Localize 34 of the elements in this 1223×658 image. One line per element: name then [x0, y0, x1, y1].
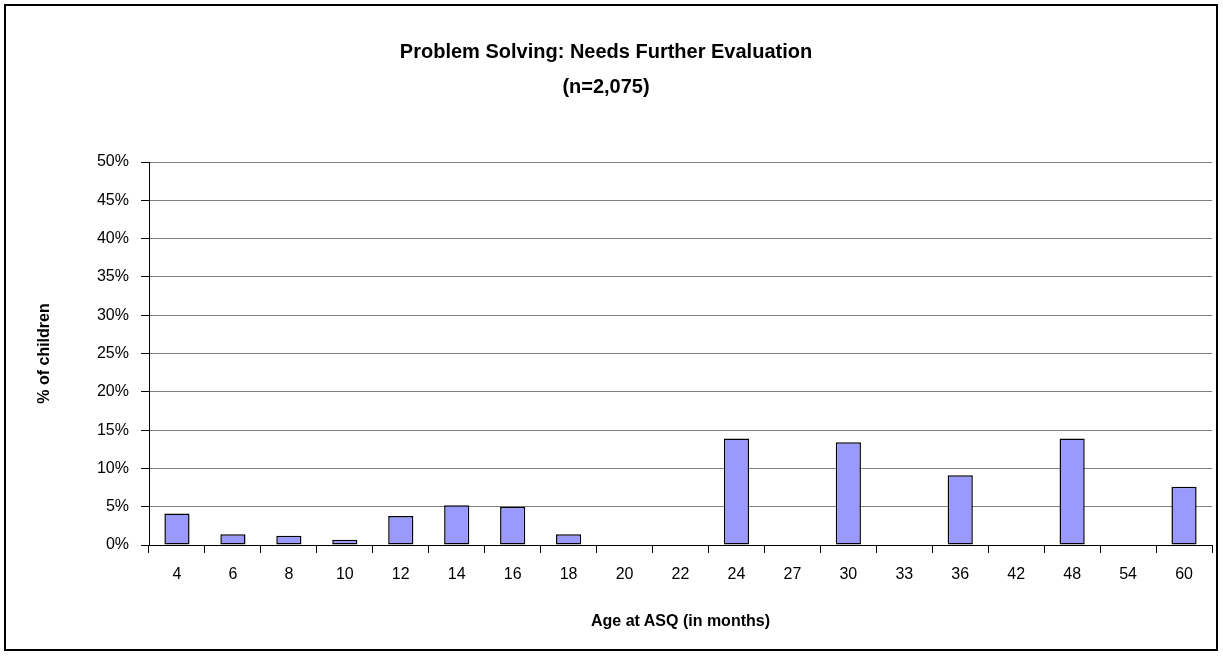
x-tick-label: 42 — [1007, 565, 1026, 583]
chart-title: Problem Solving: Needs Further Evaluation — [399, 39, 813, 62]
x-tick-label: 12 — [391, 565, 410, 583]
x-tick-label: 8 — [284, 565, 294, 583]
x-axis-title: Age at ASQ (in months) — [591, 611, 770, 629]
x-tick-label: 30 — [839, 565, 858, 583]
x-tick-label: 20 — [615, 565, 634, 583]
y-tick-label: 25% — [96, 343, 129, 361]
x-tick-label: 22 — [671, 565, 690, 583]
y-tick-label: 50% — [96, 152, 129, 170]
x-tick-label: 36 — [951, 565, 970, 583]
x-tick-label: 16 — [503, 565, 522, 583]
x-tick-label: 14 — [447, 565, 466, 583]
x-tick-label: 33 — [895, 565, 914, 583]
x-tick-label: 27 — [783, 565, 802, 583]
chart-subtitle: (n=2,075) — [562, 74, 650, 97]
y-tick-label: 0% — [105, 535, 129, 553]
y-tick-label: 45% — [96, 190, 129, 208]
y-axis-title: % of children — [35, 303, 53, 404]
x-tick-label: 4 — [172, 565, 182, 583]
x-tick-label: 6 — [228, 565, 238, 583]
y-tick-label: 10% — [96, 458, 129, 476]
x-tick-label: 60 — [1175, 565, 1194, 583]
x-tick-label: 18 — [559, 565, 578, 583]
y-tick-label: 30% — [96, 305, 129, 323]
y-tick-label: 5% — [105, 497, 129, 515]
x-tick-label: 24 — [727, 565, 746, 583]
y-tick-label: 40% — [96, 229, 129, 247]
y-tick-label: 15% — [96, 420, 129, 438]
y-tick-label: 35% — [96, 267, 129, 285]
x-tick-label: 48 — [1063, 565, 1082, 583]
y-tick-label: 20% — [96, 382, 129, 400]
x-tick-label: 10 — [335, 565, 354, 583]
x-tick-label: 54 — [1119, 565, 1138, 583]
